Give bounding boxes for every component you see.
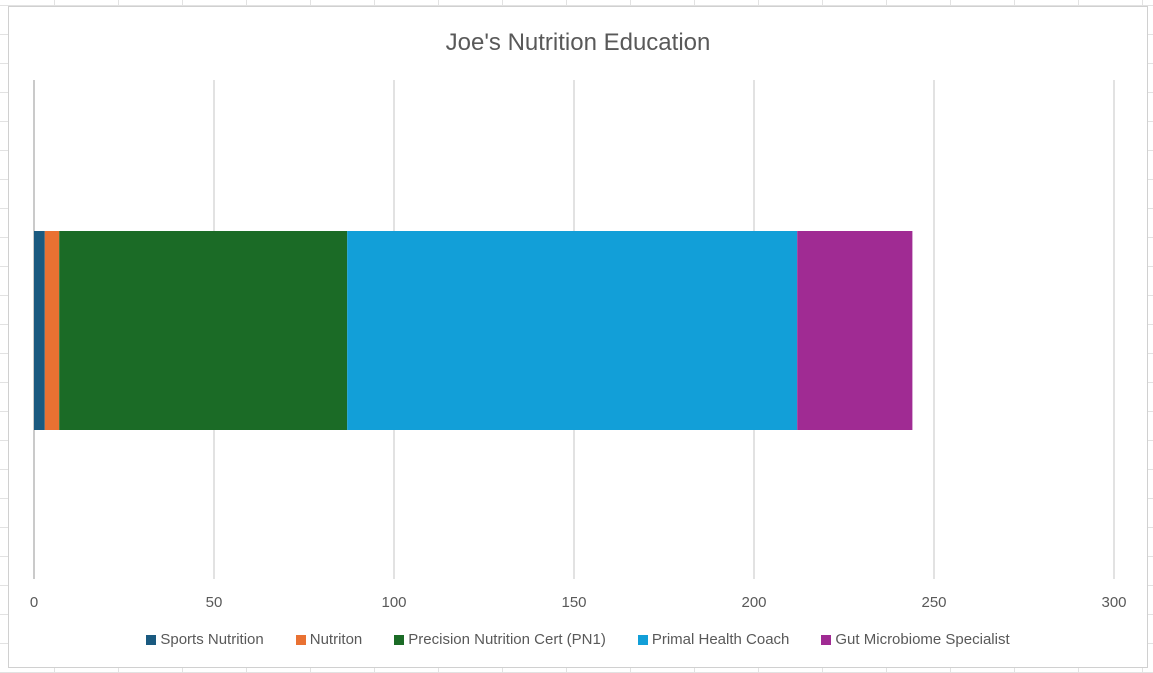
legend-item[interactable]: Precision Nutrition Cert (PN1)	[394, 631, 606, 648]
chart-title: Joe's Nutrition Education	[445, 29, 711, 56]
legend-item[interactable]: Gut Microbiome Specialist	[821, 631, 1010, 648]
plot-area: 0 50 100 150 200 250 300	[30, 80, 1127, 611]
legend-label: Primal Health Coach	[651, 631, 790, 648]
bar-segments	[34, 231, 913, 430]
x-tick-label: 0	[30, 594, 38, 611]
bar-segment-precision-nutrition-cert-pn1[interactable]	[59, 231, 348, 430]
x-tick-label: 250	[921, 594, 946, 611]
x-tick-label: 300	[1101, 594, 1126, 611]
legend-swatch	[637, 634, 648, 645]
legend-item[interactable]: Sports Nutrition	[146, 631, 264, 648]
legend-swatch	[295, 634, 306, 645]
x-tick-label: 150	[561, 594, 586, 611]
legend-swatch	[394, 634, 405, 645]
legend-label: Precision Nutrition Cert (PN1)	[408, 631, 606, 648]
bar-segment-sports-nutrition[interactable]	[34, 231, 45, 430]
legend-swatch	[146, 634, 157, 645]
x-axis-tick-labels: 0 50 100 150 200 250 300	[30, 594, 1127, 611]
x-tick-label: 50	[206, 594, 223, 611]
legend-item[interactable]: Primal Health Coach	[637, 631, 790, 648]
bar-segment-primal-health-coach[interactable]	[347, 231, 798, 430]
legend-item[interactable]: Nutriton	[295, 631, 363, 648]
legend-label: Sports Nutrition	[160, 631, 264, 648]
bar-segment-nutriton[interactable]	[44, 231, 60, 430]
chart-area[interactable]: Joe's Nutrition Education 0 50 100 150 200 25…	[8, 6, 1148, 668]
legend-label: Nutriton	[309, 631, 363, 648]
legend-label: Gut Microbiome Specialist	[835, 631, 1010, 648]
x-tick-label: 200	[741, 594, 766, 611]
x-tick-label: 100	[381, 594, 406, 611]
legend-swatch	[821, 634, 832, 645]
legend: Sports Nutrition Nutriton Precision Nutrit…	[9, 631, 1147, 648]
bar-segment-gut-microbiome-specialist[interactable]	[797, 231, 913, 430]
